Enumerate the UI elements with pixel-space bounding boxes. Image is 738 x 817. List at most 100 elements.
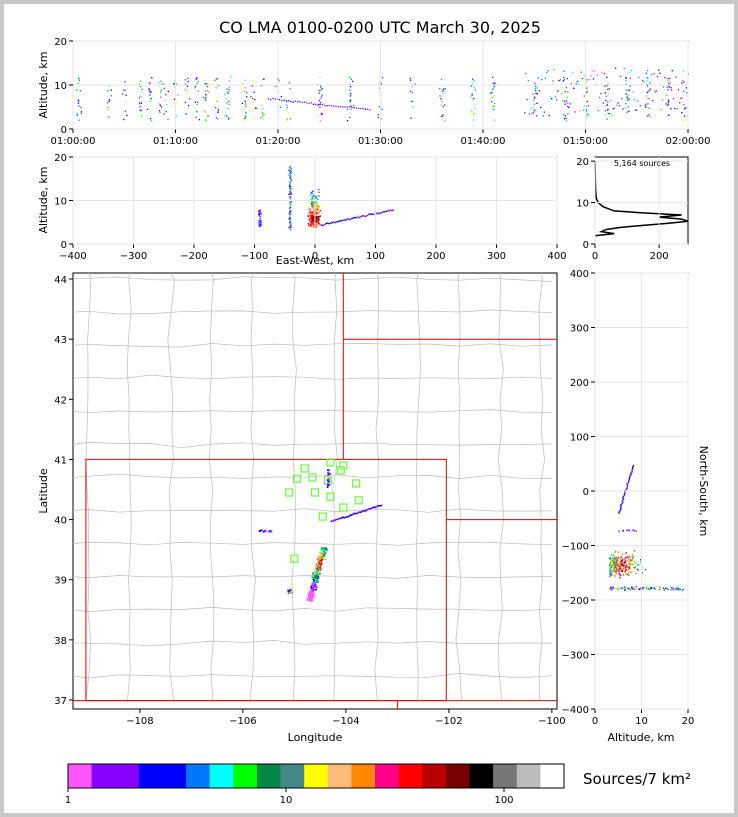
colorbar-swatch — [209, 764, 234, 788]
ns-source — [626, 569, 629, 572]
ew-source — [314, 215, 317, 218]
ew-source — [289, 171, 292, 174]
time-height-source — [312, 103, 315, 106]
time-height-source — [228, 88, 230, 91]
ew-source — [337, 220, 340, 222]
time-height-source — [674, 107, 676, 110]
time-height-source — [254, 107, 257, 109]
ns-source — [611, 567, 614, 570]
ns-source — [625, 488, 627, 491]
ns-source — [620, 556, 622, 559]
time-height-source — [492, 96, 494, 98]
time-height-source — [272, 97, 274, 100]
ns-source — [619, 566, 622, 568]
ew-source — [315, 204, 318, 206]
station-marker — [292, 474, 302, 483]
ew-source — [313, 219, 316, 222]
ew-source — [313, 226, 316, 228]
time-height-source — [108, 116, 110, 118]
hist-x-axis-tick-label: 0 — [592, 251, 598, 262]
ew-source — [313, 214, 315, 217]
plan-view-source — [323, 548, 325, 551]
county-line — [72, 276, 552, 282]
ew-source — [312, 207, 315, 209]
time-height-source — [492, 87, 495, 90]
ns-source — [614, 565, 616, 567]
time-height-source — [666, 86, 668, 88]
time-height-source — [651, 100, 654, 102]
time-height-source — [290, 100, 292, 103]
ew-source — [317, 198, 319, 201]
ew-source — [259, 222, 261, 224]
ns-source — [615, 559, 618, 561]
plan-view-source — [315, 581, 318, 583]
ew-source — [380, 212, 382, 214]
time-height-source — [533, 110, 535, 112]
ew-source — [339, 220, 341, 222]
county-line — [167, 272, 175, 701]
ns-source — [670, 589, 672, 591]
time-height-source — [565, 117, 567, 119]
hist-y-tick-label: 0 — [583, 240, 589, 251]
time-height-source — [586, 79, 589, 81]
plan-view-source — [323, 550, 326, 553]
plan-view-source — [309, 599, 311, 602]
ew-source — [311, 195, 313, 197]
time-height-source — [111, 83, 113, 86]
ns-source — [624, 561, 627, 564]
ns-source — [631, 468, 634, 470]
plan-view-source — [306, 597, 309, 600]
time-height-source — [492, 88, 494, 90]
time-height-source — [150, 90, 153, 93]
ns-source — [618, 551, 621, 553]
time-height-source — [80, 106, 82, 109]
time-height-source — [474, 89, 477, 91]
time-height-marks — [76, 67, 689, 122]
time-height-source — [202, 96, 205, 98]
ew-source — [319, 223, 322, 225]
ew-source — [317, 208, 319, 211]
ns-source — [612, 571, 614, 573]
plan-view-source — [315, 569, 318, 572]
plan-view-source — [345, 516, 348, 518]
time-height-source — [350, 105, 352, 107]
plan-view-source — [316, 568, 318, 571]
ew-source — [290, 226, 292, 229]
ns-source — [678, 588, 680, 590]
colorbar-outline — [67, 763, 565, 789]
ns-source — [637, 564, 639, 566]
ns-source — [629, 476, 631, 479]
plan-view-source — [262, 531, 265, 533]
ns-source — [656, 586, 658, 588]
ns-source — [620, 568, 622, 570]
ns-source — [613, 574, 615, 577]
ns-source — [614, 568, 616, 571]
time-height-source — [228, 103, 230, 105]
ns-source — [616, 561, 618, 563]
ew-source — [392, 209, 394, 211]
plan-view-source — [315, 575, 318, 577]
ns-source — [642, 587, 645, 590]
time-height-source — [252, 107, 255, 109]
ns-source — [631, 554, 633, 556]
plan-view-source — [319, 551, 321, 554]
ns-source — [621, 587, 623, 589]
ns-source — [627, 566, 629, 569]
plan-view-source — [321, 551, 324, 554]
time-height-source — [320, 89, 322, 91]
ns-source — [617, 570, 619, 572]
ns-source — [627, 587, 629, 589]
ew-source — [310, 217, 312, 219]
ns-source — [622, 498, 625, 500]
ew-source — [316, 195, 318, 197]
ns-source — [628, 566, 630, 569]
time-height-source — [348, 76, 351, 79]
plan-view-source — [313, 595, 315, 598]
time-height-source — [108, 99, 111, 101]
ew-axis-tick-label: 300 — [487, 251, 506, 262]
lat-tick-label: 42 — [54, 395, 67, 406]
ew-source — [258, 215, 261, 217]
ns-source — [627, 574, 629, 576]
colorbar-swatch — [233, 764, 258, 788]
ns-source — [621, 553, 624, 555]
